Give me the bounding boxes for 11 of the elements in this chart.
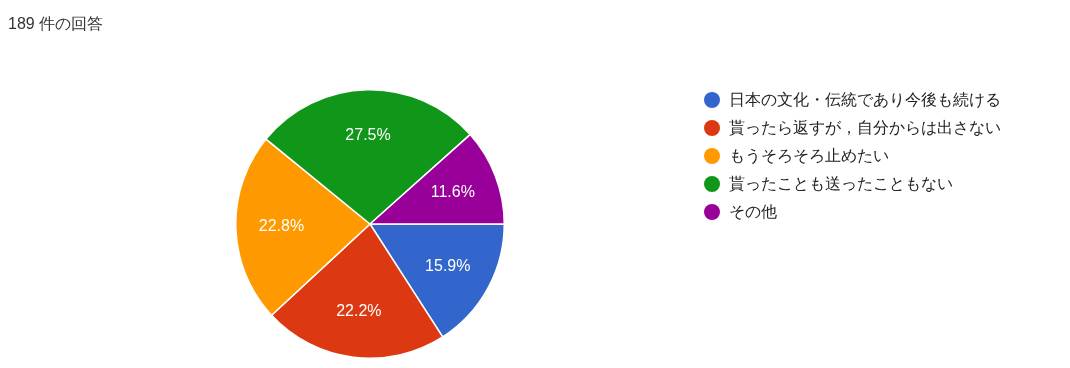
text: 189 件の回答 (8, 14, 104, 34)
legend-label: 日本の文化・伝統であり今後も続ける (729, 89, 1001, 110)
data-label: 22.2% (336, 302, 382, 320)
data-label: 22.8% (258, 217, 305, 235)
legend-label: 貰ったら返すが，自分からは出さない (729, 117, 1001, 138)
legend-label: もうそろそろ止めたい (729, 145, 889, 166)
data-label: 27.5% (345, 125, 391, 143)
data-label: 11.6% (430, 182, 475, 200)
data-label: 15.9% (425, 256, 471, 274)
legend-label: その他 (729, 201, 777, 222)
legend-label: 貰ったことも送ったこともない (729, 173, 953, 194)
